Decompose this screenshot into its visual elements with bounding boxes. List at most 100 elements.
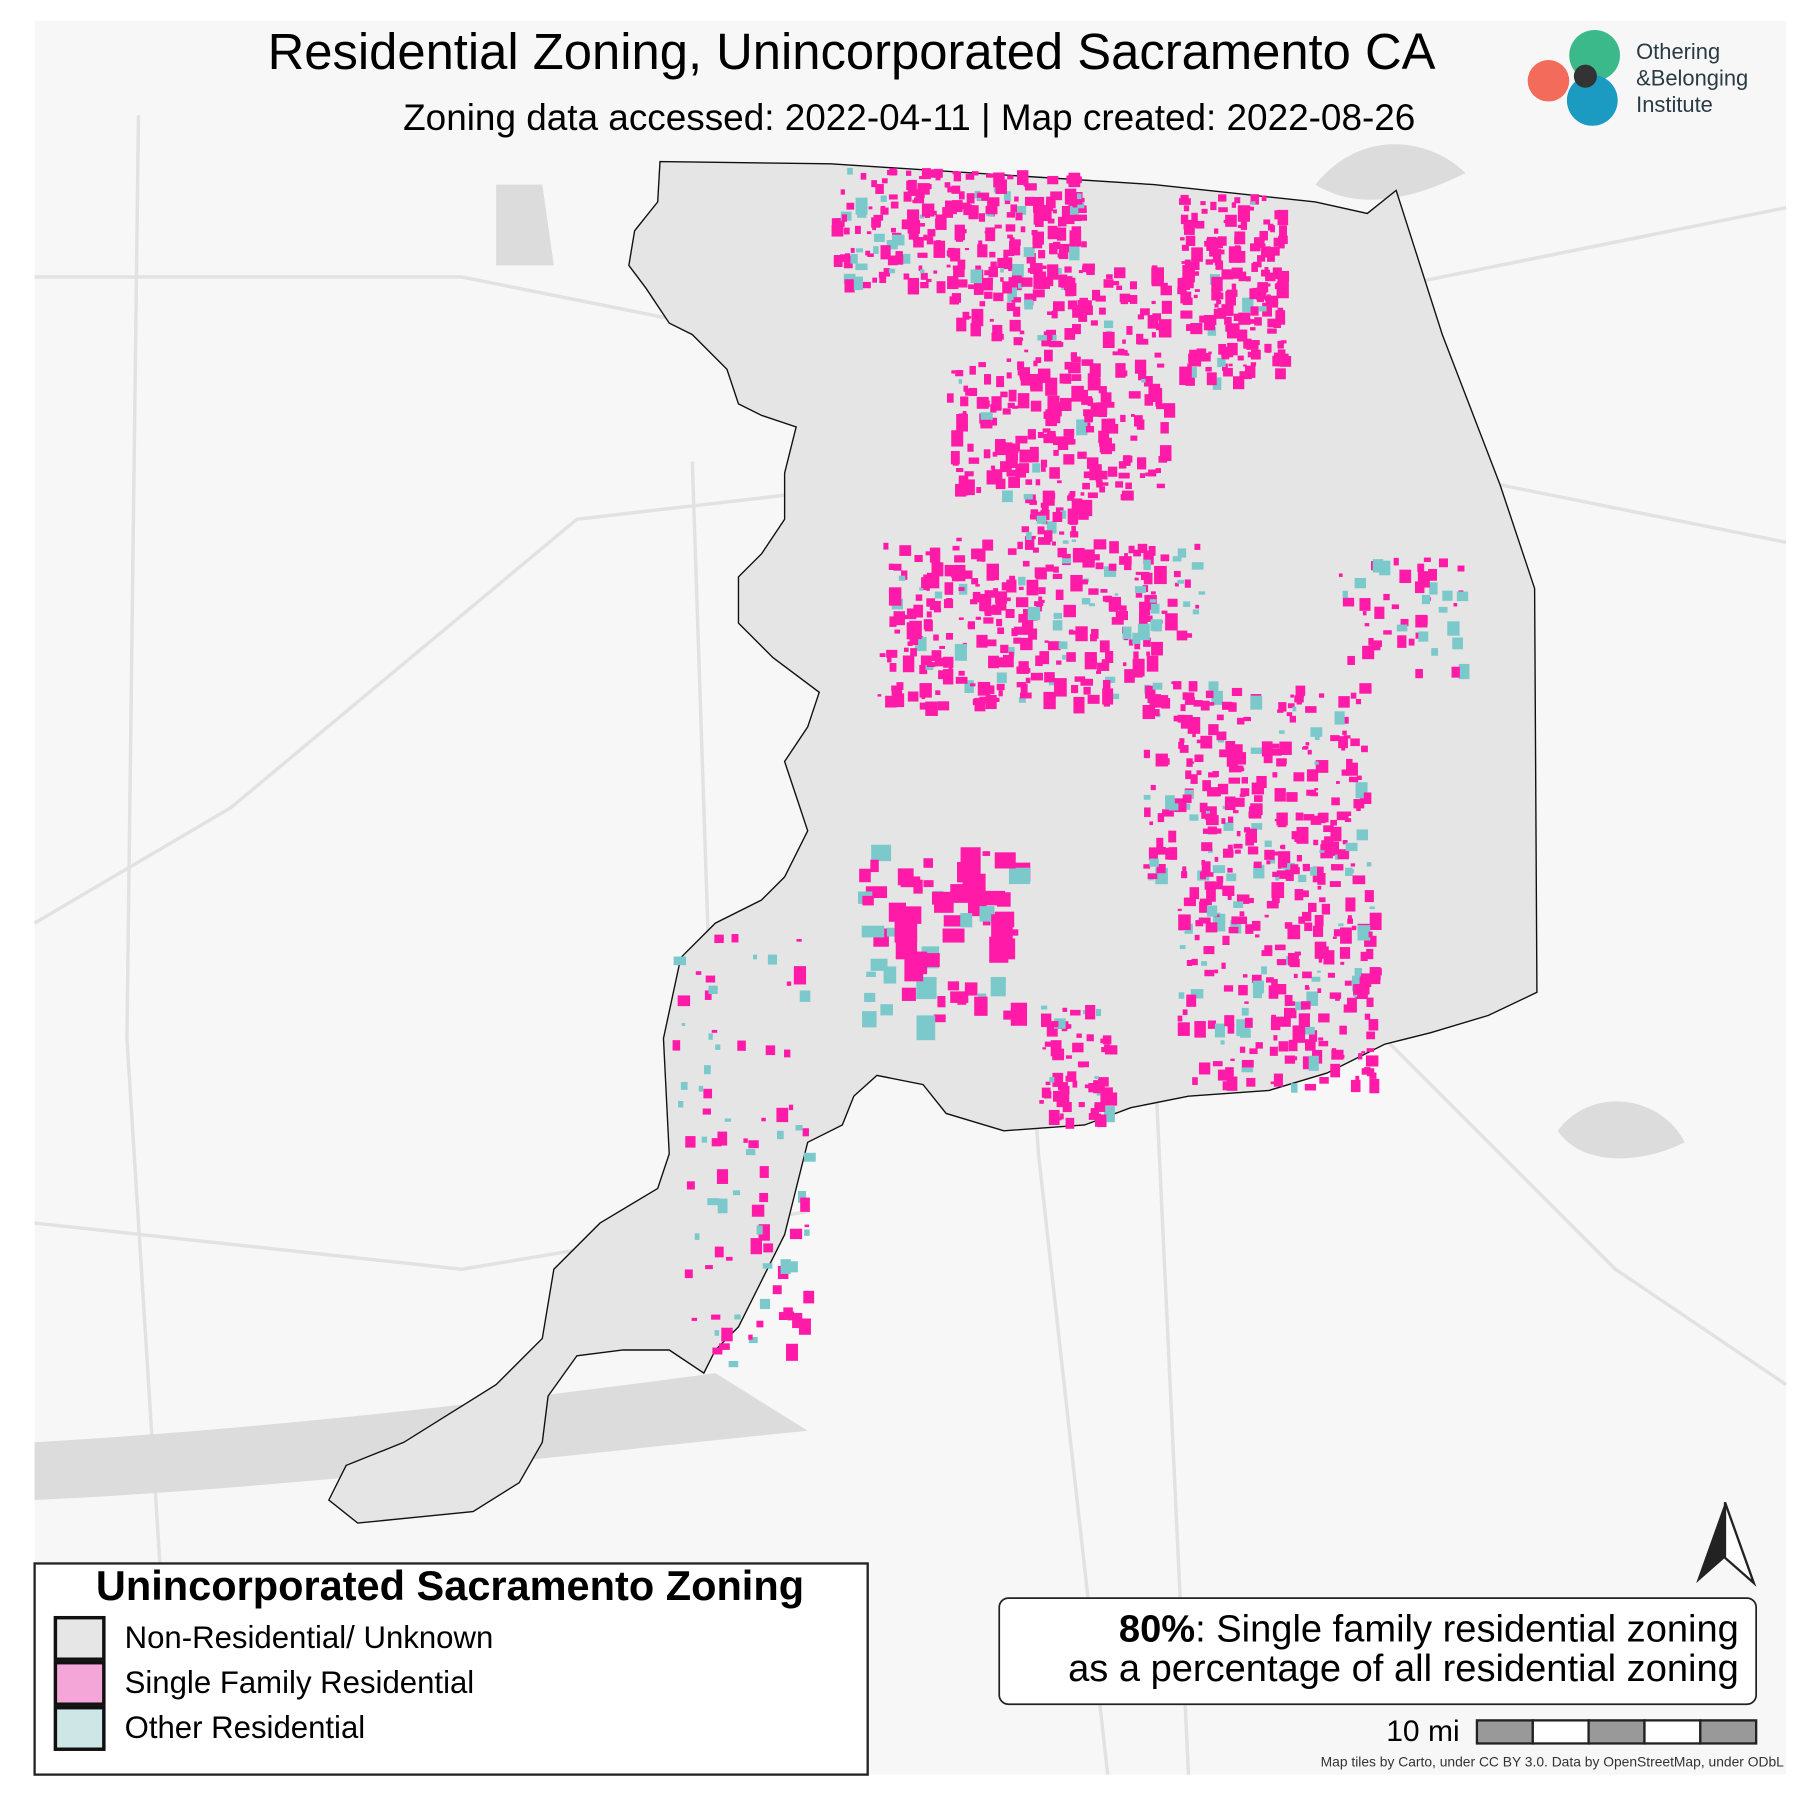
zoning-parcel — [956, 537, 962, 542]
zoning-parcel — [1248, 206, 1254, 211]
zoning-parcel — [1279, 944, 1284, 950]
zoning-parcel — [1105, 651, 1114, 664]
zoning-parcel — [1352, 875, 1366, 885]
zoning-parcel — [936, 171, 941, 175]
zoning-parcel — [1232, 744, 1243, 754]
zoning-parcel — [926, 586, 930, 591]
zoning-parcel — [1177, 714, 1185, 723]
zoning-parcel — [786, 1343, 799, 1361]
zoning-parcel — [1302, 747, 1308, 750]
legend-swatch — [53, 1660, 106, 1706]
zoning-parcel — [925, 701, 938, 716]
zoning-parcel — [1093, 1080, 1105, 1094]
zoning-parcel — [1226, 749, 1239, 767]
zoning-parcel — [1053, 301, 1065, 312]
zoning-parcel — [872, 224, 876, 231]
zoning-parcel — [1359, 598, 1371, 611]
zoning-parcel — [778, 1312, 788, 1320]
zoning-parcel — [1213, 308, 1227, 319]
zoning-parcel — [786, 981, 792, 986]
zoning-parcel — [1133, 549, 1142, 557]
zoning-parcel — [1160, 554, 1170, 562]
zoning-parcel — [1221, 351, 1230, 360]
zoning-parcel — [1309, 1030, 1318, 1042]
zoning-parcel — [872, 277, 878, 283]
zoning-parcel — [1115, 610, 1128, 621]
zoning-parcel — [925, 664, 934, 671]
zoning-parcel — [1081, 359, 1094, 366]
zoning-parcel — [1183, 601, 1191, 607]
zoning-parcel — [1057, 480, 1062, 484]
zoning-parcel — [1013, 637, 1021, 644]
zoning-parcel — [1369, 1078, 1380, 1094]
zoning-parcel — [958, 379, 963, 384]
zoning-parcel — [1335, 854, 1341, 860]
zoning-parcel — [1275, 875, 1280, 881]
zoning-parcel — [1393, 557, 1399, 566]
zoning-parcel — [1383, 593, 1390, 601]
zoning-parcel — [1266, 900, 1279, 909]
zoning-parcel — [1081, 396, 1093, 405]
zoning-parcel — [1045, 564, 1054, 572]
zoning-parcel — [1339, 947, 1351, 959]
zoning-parcel — [971, 578, 979, 585]
zoning-parcel — [907, 691, 919, 702]
zoning-parcel — [901, 219, 912, 230]
zoning-parcel — [1098, 386, 1107, 394]
zoning-parcel — [1100, 589, 1108, 593]
zoning-parcel — [1183, 205, 1190, 212]
zoning-parcel — [870, 859, 879, 873]
zoning-parcel — [935, 690, 941, 695]
zoning-parcel — [1100, 392, 1112, 405]
zoning-parcel — [1152, 313, 1162, 321]
zoning-parcel — [1064, 361, 1072, 370]
zoning-parcel — [1332, 936, 1337, 939]
zoning-parcel — [1237, 224, 1243, 228]
zoning-parcel — [1209, 702, 1215, 706]
zoning-parcel — [1298, 916, 1305, 924]
zoning-parcel — [853, 276, 863, 291]
zoning-parcel — [1374, 606, 1385, 619]
zoning-parcel — [1128, 391, 1141, 399]
zoning-parcel — [1227, 850, 1234, 857]
zoning-parcel — [1007, 287, 1017, 302]
zoning-parcel — [1044, 640, 1049, 643]
zoning-parcel — [1200, 700, 1210, 711]
zoning-parcel — [920, 272, 928, 280]
zoning-parcel — [1216, 267, 1221, 270]
zoning-parcel — [1070, 531, 1079, 538]
zoning-parcel — [1250, 327, 1256, 331]
zoning-parcel — [1195, 604, 1200, 609]
zoning-parcel — [893, 563, 902, 571]
zoning-parcel — [1334, 711, 1345, 725]
logo-circle — [1573, 64, 1597, 88]
zoning-parcel — [759, 1192, 769, 1203]
zoning-parcel — [960, 913, 973, 928]
zoning-parcel — [1214, 969, 1219, 974]
zoning-parcel — [947, 566, 959, 577]
zoning-parcel — [955, 483, 967, 497]
stat-text: as a percentage of all residential zonin… — [1068, 1648, 1739, 1690]
zoning-parcel — [1222, 885, 1235, 896]
zoning-parcel — [957, 997, 967, 1005]
zoning-parcel — [1208, 318, 1217, 326]
zoning-parcel — [948, 665, 953, 671]
zoning-parcel — [1230, 919, 1242, 934]
zoning-parcel — [1024, 299, 1033, 310]
zoning-parcel — [899, 545, 912, 556]
zoning-parcel — [1192, 369, 1197, 375]
zoning-parcel — [1246, 276, 1251, 282]
zoning-parcel — [1061, 1027, 1068, 1032]
zoning-parcel — [1083, 471, 1094, 479]
zoning-parcel — [1102, 1035, 1112, 1045]
zoning-parcel — [1189, 814, 1199, 821]
zoning-parcel — [1185, 235, 1196, 246]
zoning-parcel — [1167, 598, 1178, 607]
zoning-parcel — [1246, 828, 1257, 843]
zoning-parcel — [891, 686, 903, 696]
zoning-parcel — [1019, 449, 1032, 463]
zoning-parcel — [1017, 541, 1023, 550]
zoning-parcel — [1084, 1084, 1090, 1089]
zoning-parcel — [1327, 972, 1335, 978]
zoning-parcel — [1364, 623, 1370, 627]
